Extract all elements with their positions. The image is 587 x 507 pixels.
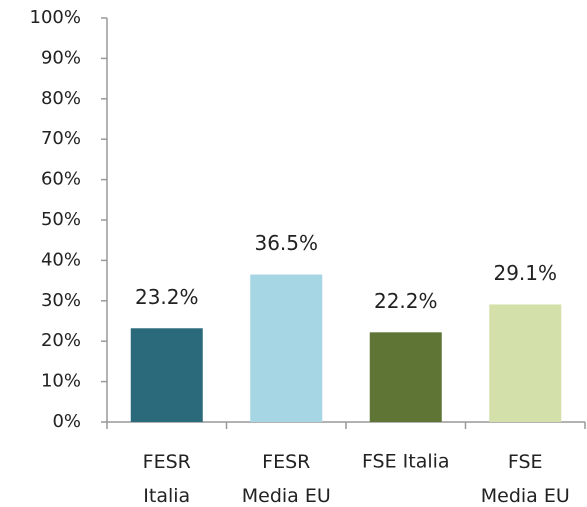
x-tick-label: FESR Italia xyxy=(143,451,191,507)
y-tick-label: 10% xyxy=(41,371,81,392)
y-tick-label: 50% xyxy=(41,209,81,230)
y-tick-label: 90% xyxy=(41,47,81,68)
y-tick-label: 0% xyxy=(52,411,81,432)
y-tick-label: 80% xyxy=(41,88,81,109)
bar xyxy=(250,274,323,422)
bar xyxy=(130,328,203,422)
value-label: 23.2% xyxy=(135,285,199,309)
bar xyxy=(369,332,442,422)
value-label: 29.1% xyxy=(493,261,557,285)
x-tick-label: FSE Italia xyxy=(362,451,450,473)
y-tick-label: 100% xyxy=(30,7,81,28)
y-tick-label: 70% xyxy=(41,128,81,149)
x-tick-label: FSE Media EU xyxy=(481,451,570,507)
bar xyxy=(489,304,562,422)
value-label: 22.2% xyxy=(374,289,438,313)
y-tick-label: 60% xyxy=(41,169,81,190)
value-label: 36.5% xyxy=(254,231,318,255)
x-tick-label: FESR Media EU xyxy=(242,451,331,507)
y-tick-label: 20% xyxy=(41,330,81,351)
y-tick-label: 40% xyxy=(41,249,81,270)
y-tick-label: 30% xyxy=(41,290,81,311)
